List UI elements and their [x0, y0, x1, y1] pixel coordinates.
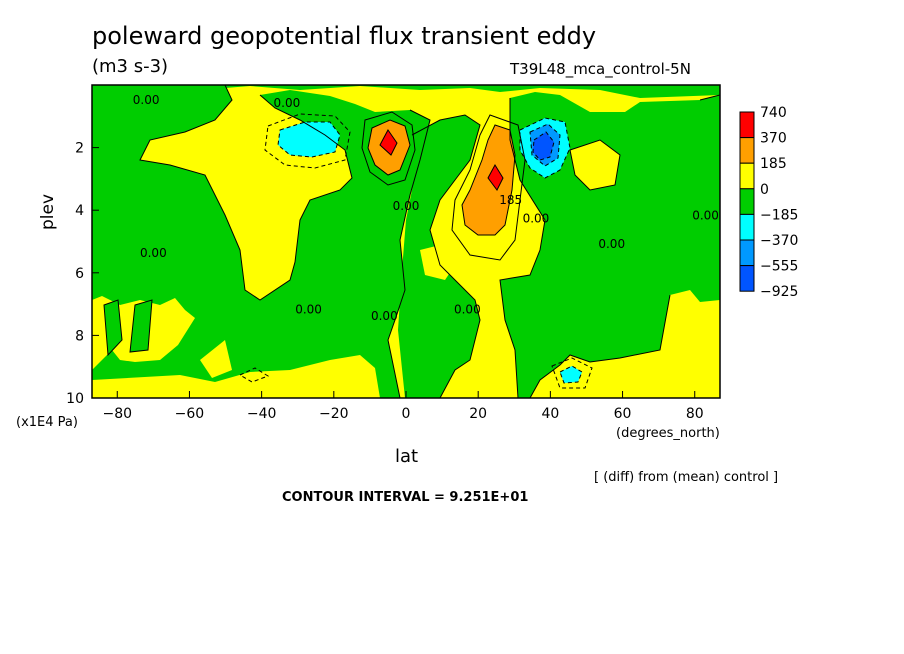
- contour-label: 0.00: [598, 237, 625, 251]
- contour-field: [92, 85, 720, 398]
- y-tick-label: 8: [75, 328, 84, 344]
- contour-label: 0.00: [523, 212, 550, 226]
- green-band-north: [92, 85, 720, 98]
- colorbar-swatch: [739, 239, 755, 267]
- contour-label: 0.00: [274, 96, 301, 110]
- x-tick-label: 60: [614, 406, 632, 422]
- colorbar-label: −370: [760, 233, 798, 249]
- y-tick-label: 4: [75, 203, 84, 219]
- green-patch-southwest-2: [130, 300, 152, 352]
- x-axis-ticks: −80 −60 −40 −20 0 20 40 60 80: [102, 391, 704, 422]
- y-tick-label: 6: [75, 266, 84, 282]
- contour-label: 0.00: [393, 199, 420, 213]
- contour-label: 0.00: [295, 302, 322, 316]
- colorbar-label: 740: [760, 105, 787, 121]
- colorbar-label: −925: [760, 284, 798, 300]
- colorbar-swatch: [739, 188, 755, 215]
- colorbar-label: 0: [760, 182, 769, 198]
- x-tick-label: −20: [319, 406, 349, 422]
- x-tick-label: 40: [541, 406, 559, 422]
- x-axis-unit: (degrees_north): [616, 426, 720, 441]
- orange-region-north: [462, 125, 515, 235]
- contour-label: 0.00: [371, 309, 398, 323]
- contour-interval: CONTOUR INTERVAL = 9.251E+01: [282, 490, 529, 505]
- contour-labels: 0.00 0.000.000.00 0.000.000.001850.000.000…: [133, 93, 719, 323]
- contour-label: 0.00: [692, 209, 719, 223]
- colorbar-swatch: [739, 213, 755, 241]
- contour-lines: [103, 85, 720, 398]
- contour-label: 0.00: [140, 246, 167, 260]
- cyan-minimum-southern-flank: [560, 366, 582, 383]
- x-tick-label: 20: [469, 406, 487, 422]
- x-axis-label: lat: [395, 446, 419, 467]
- colorbar-label: 185: [760, 156, 787, 172]
- experiment-name: T39L48_mca_control-5N: [510, 60, 691, 78]
- colorbar-swatch: [739, 265, 755, 292]
- y-tick-label: 2: [75, 141, 84, 157]
- colorbar: 740 370 185 0 −185 −370 −555 −925: [739, 105, 798, 300]
- contour-label: 185: [499, 193, 522, 207]
- deep-blue-minimum: [533, 132, 554, 160]
- y-axis-ticks: 2 4 6 8 10: [66, 141, 99, 407]
- colorbar-swatch: [739, 137, 755, 164]
- x-tick-label: 80: [686, 406, 704, 422]
- colorbar-swatch: [739, 111, 755, 139]
- yellow-patch-south: [92, 355, 380, 398]
- x-tick-label: −40: [247, 406, 277, 422]
- yellow-lobe-east: [570, 140, 620, 190]
- y-tick-label: 10: [66, 391, 84, 407]
- x-tick-label: 0: [402, 406, 411, 422]
- colorbar-label: −185: [760, 207, 798, 223]
- contour-label: 0.00: [133, 93, 160, 107]
- colorbar-swatch: [739, 162, 755, 190]
- colorbar-label: −555: [760, 259, 798, 275]
- cyan-minimum-south: [278, 122, 340, 157]
- green-patch-southwest: [104, 300, 122, 355]
- chart-title: poleward geopotential flux transient edd…: [92, 22, 597, 50]
- x-tick-label: −60: [175, 406, 205, 422]
- green-region-equator: [398, 115, 480, 398]
- diff-note: [ (diff) from (mean) control ]: [594, 470, 779, 485]
- chart-units: (m3 s-3): [92, 56, 169, 77]
- negative-contours: [238, 113, 593, 389]
- y-axis-unit: (x1E4 Pa): [16, 415, 78, 430]
- colorbar-label: 370: [760, 131, 787, 147]
- x-tick-label: −80: [102, 406, 132, 422]
- yellow-wedge-southpole: [200, 340, 232, 378]
- contour-label: 0.00: [454, 302, 481, 316]
